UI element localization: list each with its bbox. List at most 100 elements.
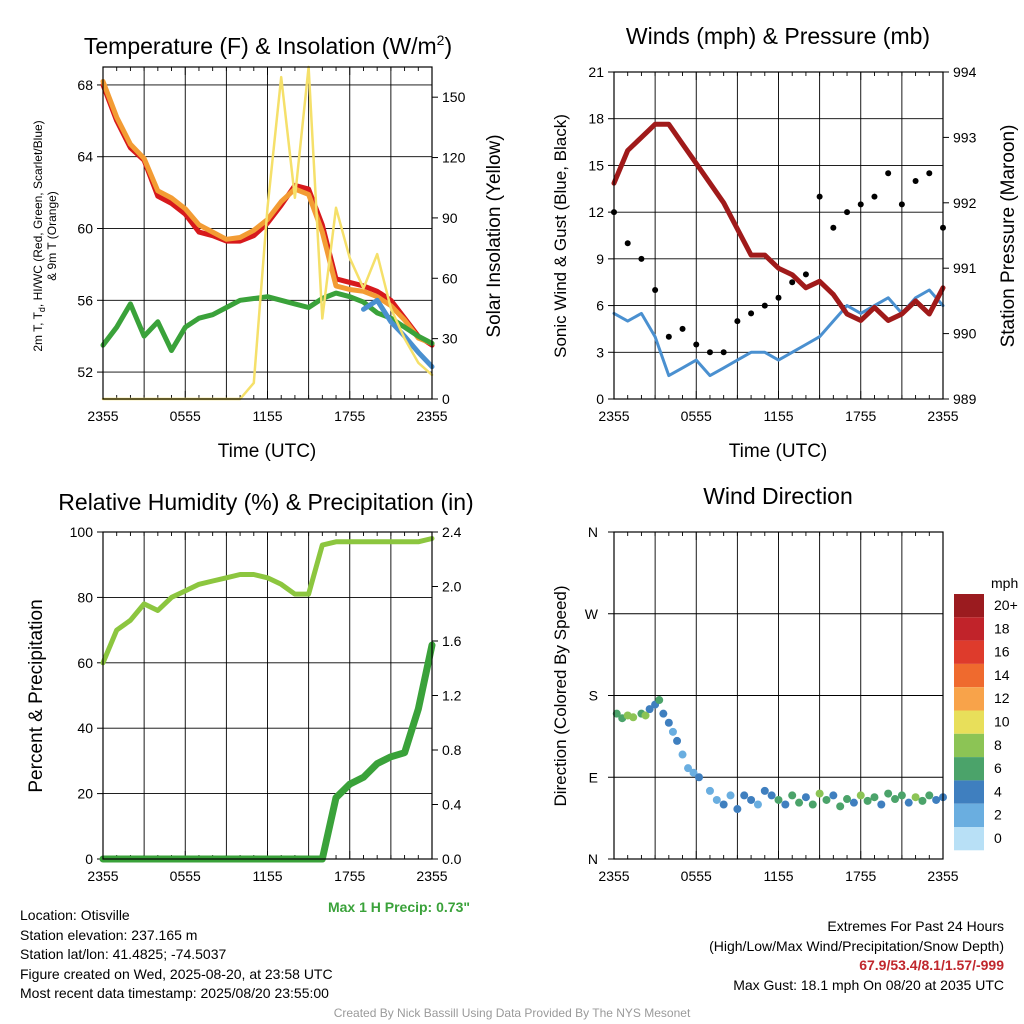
winds-ylabel: Sonic Wind & Gust (Blue, Black): [551, 114, 570, 358]
direction-point: [678, 750, 687, 759]
direction-ylabel: Direction (Colored By Speed): [551, 585, 570, 806]
direction-point: [932, 795, 941, 804]
temperature-ylabel: 2m T, Td, HI/WC (Red, Green, Scarlet/Blu…: [31, 120, 47, 351]
direction-point: [870, 793, 879, 802]
direction-point: [911, 793, 920, 802]
gust-point: [844, 209, 851, 216]
gust-point: [926, 170, 933, 177]
y-tick-label: 3: [596, 344, 604, 360]
temperature-y2label: Solar Insolation (Yellow): [484, 134, 505, 337]
legend-swatch: [954, 617, 984, 641]
x-tick-label: 1155: [252, 868, 282, 884]
gust-point: [912, 178, 919, 184]
y2-tick-label: 2.0: [442, 579, 462, 595]
direction-point: [877, 800, 886, 809]
direction-point: [694, 773, 703, 782]
speed-legend: 20+ 18 16 14 12 10 8 6 4 2 0: [954, 594, 1018, 851]
gust-point: [665, 333, 672, 340]
gust-point: [789, 279, 796, 286]
winds-y2label: Station Pressure (Maroon): [998, 125, 1019, 348]
legend-label: 0: [994, 830, 1002, 846]
y-tick-label: N: [588, 851, 598, 867]
humidity-panel: Relative Humidity (%) & Precipitation (i…: [26, 489, 474, 915]
legend-swatch: [954, 663, 984, 688]
y-tick-label: 68: [77, 77, 93, 93]
humidity-ylabel: Percent & Precipitation: [26, 599, 47, 792]
y2-tick-label: 0.0: [442, 851, 462, 867]
y2-tick-label: 60: [442, 270, 458, 286]
legend-swatch: [954, 710, 984, 734]
legend-label: 12: [994, 690, 1010, 706]
gust-point: [816, 193, 823, 200]
x-tick-label: 2355: [87, 868, 118, 884]
direction-point: [774, 795, 783, 804]
legend-swatch: [954, 780, 984, 804]
y-tick-label: 9: [596, 251, 604, 267]
gust-point: [885, 170, 892, 177]
figure-created: Figure created on Wed, 2025-08-20, at 23…: [20, 965, 333, 982]
x-tick-label: 1755: [334, 868, 365, 884]
legend-label: 8: [994, 737, 1002, 753]
td-line: [100, 290, 435, 353]
x-tick-label: 0555: [681, 868, 712, 884]
temperature-ylabel-line2: & 9m T (Orange): [45, 191, 59, 281]
x-tick-label: 2355: [416, 868, 447, 884]
direction-point: [689, 768, 698, 777]
x-tick-label: 0555: [681, 408, 712, 424]
legend-label: 14: [994, 667, 1010, 683]
legend-swatch: [954, 594, 984, 618]
x-tick-label: 2355: [416, 408, 447, 424]
y2-tick-label: 0.8: [442, 742, 462, 758]
extremes-subtitle: (High/Low/Max Wind/Precipitation/Snow De…: [709, 937, 1004, 954]
winds-panel: Winds (mph) & Pressure (mb) 2355 0555 1155…: [551, 23, 1019, 462]
y-tick-label: 40: [77, 720, 93, 736]
x-tick-label: 1155: [763, 868, 793, 884]
legend-label: 18: [994, 620, 1010, 636]
gust-point: [775, 294, 782, 301]
y-tick-label: N: [588, 524, 598, 540]
direction-point: [891, 795, 900, 804]
temperature-title: Temperature (F) & Insolation (W/m2): [84, 32, 452, 59]
extremes-values: 67.9/53.4/8.1/1.57/-999: [859, 957, 1004, 973]
direction-point: [815, 789, 824, 798]
direction-title: Wind Direction: [703, 483, 853, 509]
plot-frame: [613, 531, 944, 860]
direction-point: [904, 798, 913, 807]
gust-point: [857, 201, 864, 208]
y2-tick-label: 1.2: [442, 688, 462, 704]
y2-tick-label: 1.6: [442, 633, 462, 649]
direction-point: [863, 796, 872, 805]
legend-label: 20+: [994, 597, 1018, 613]
gust-point: [693, 341, 700, 348]
direction-point: [897, 791, 906, 800]
gust-point: [802, 271, 809, 278]
direction-point: [719, 800, 728, 809]
legend-swatch: [954, 827, 984, 851]
gust-point: [898, 201, 905, 208]
temperature-xlabel: Time (UTC): [218, 441, 317, 462]
legend-swatch: [954, 757, 984, 781]
plot-frame: [102, 531, 433, 860]
y2-tick-label: 90: [442, 210, 458, 226]
legend-label: 4: [994, 783, 1002, 799]
plot-frame: [102, 66, 433, 400]
direction-point: [884, 789, 893, 798]
direction-point: [836, 802, 845, 811]
direction-point: [668, 727, 677, 736]
x-tick-label: 2355: [87, 408, 118, 424]
direction-point: [808, 800, 817, 809]
direction-point: [822, 795, 831, 804]
gust-point: [720, 349, 727, 356]
direction-point: [641, 711, 650, 720]
x-tick-label: 0555: [170, 408, 201, 424]
direction-point: [659, 709, 668, 718]
x-tick-label: 2355: [598, 408, 629, 424]
station-latlon: Station lat/lon: 41.4825; -74.5037: [20, 946, 227, 962]
x-tick-label: 1155: [252, 408, 282, 424]
credit-line: Created By Nick Bassill Using Data Provi…: [333, 1006, 691, 1020]
y2-tick-label: 2.4: [442, 524, 462, 540]
legend-label: 16: [994, 644, 1010, 660]
y-tick-label: 0: [596, 391, 604, 407]
